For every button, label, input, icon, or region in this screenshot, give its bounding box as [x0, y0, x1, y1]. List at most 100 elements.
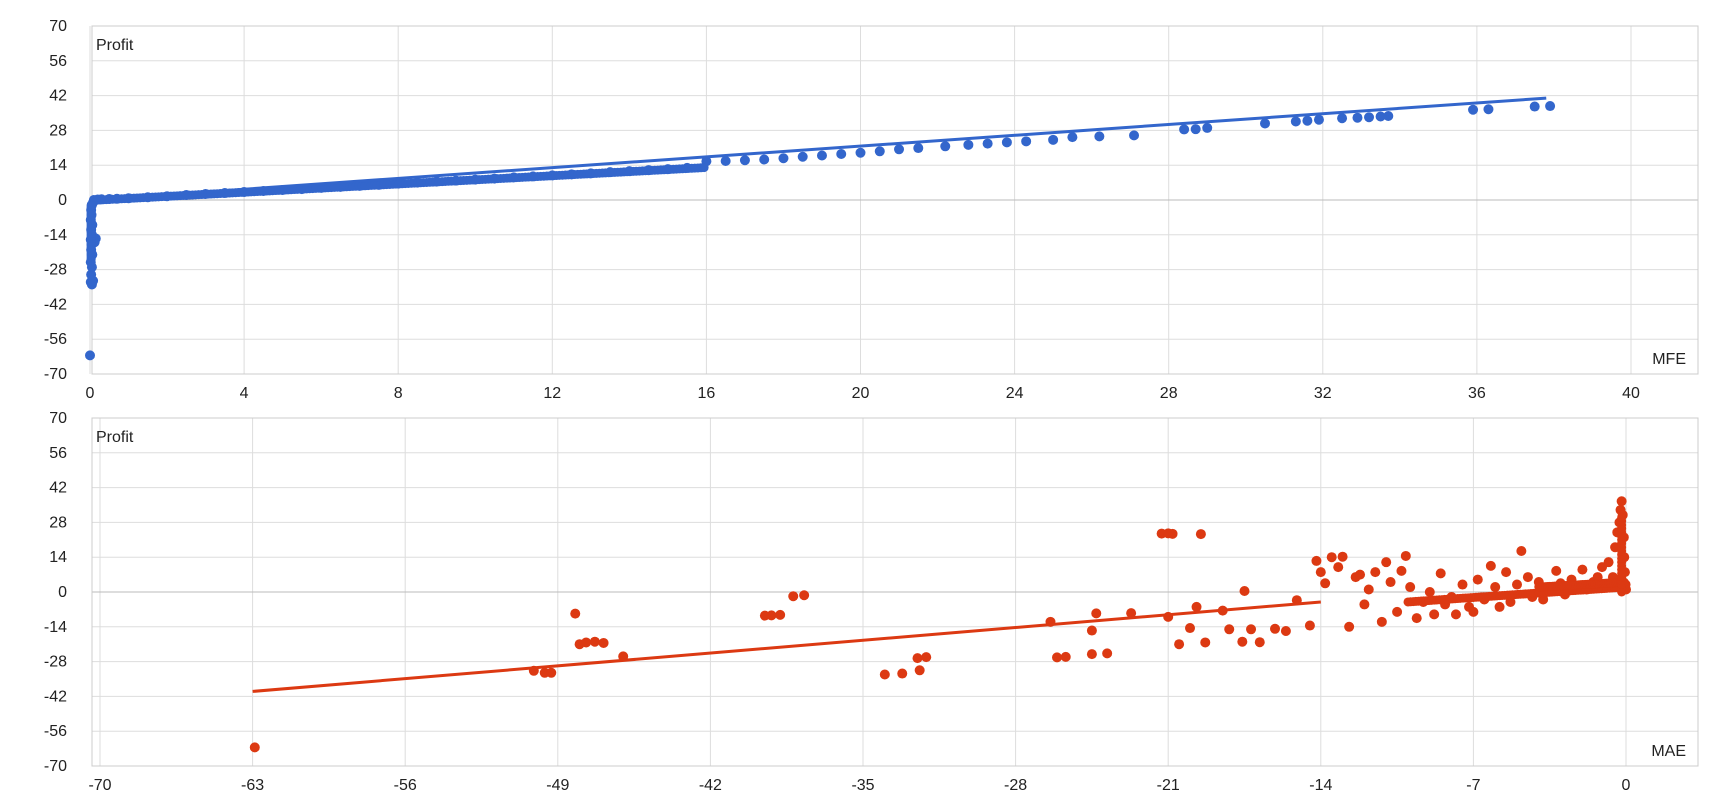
data-point	[86, 269, 97, 280]
data-point	[1311, 555, 1322, 566]
x-tick-label: -7	[1466, 777, 1480, 794]
y-tick-label: 14	[49, 157, 67, 174]
data-point	[759, 154, 770, 165]
data-point	[1086, 649, 1097, 660]
data-point	[855, 147, 866, 158]
y-tick-label: 28	[49, 122, 67, 139]
data-point	[85, 350, 95, 361]
x-tick-label: 40	[1622, 385, 1640, 402]
data-point	[1174, 639, 1185, 650]
y-tick-label: 14	[49, 549, 67, 566]
data-point	[1048, 134, 1059, 145]
data-point	[1483, 104, 1494, 115]
data-point	[816, 150, 827, 161]
data-point	[836, 149, 847, 160]
data-point	[913, 143, 924, 154]
data-point	[1468, 104, 1479, 115]
data-point	[1400, 550, 1411, 561]
data-point	[1102, 648, 1113, 659]
data-point	[720, 155, 731, 166]
data-point	[897, 668, 908, 679]
x-tick-label: 0	[1622, 777, 1631, 794]
x-tick-label: -70	[88, 777, 111, 794]
y-tick-label: -28	[44, 654, 67, 671]
data-point	[1359, 599, 1370, 610]
data-point	[1237, 636, 1248, 647]
data-point	[1224, 624, 1235, 635]
y-tick-label: -42	[44, 688, 67, 705]
x-tick-label: -14	[1309, 777, 1332, 794]
data-point	[1429, 609, 1440, 620]
data-point	[1001, 137, 1012, 148]
data-point	[1179, 124, 1190, 135]
x-tick-label: -21	[1157, 777, 1180, 794]
x-tick-label: -42	[699, 777, 722, 794]
data-point	[766, 610, 777, 621]
data-point	[1494, 601, 1505, 612]
data-point	[581, 637, 592, 648]
data-point	[1375, 111, 1386, 122]
data-point	[1337, 113, 1348, 124]
data-point	[921, 652, 932, 663]
data-point	[1337, 551, 1348, 562]
x-tick-label: -35	[851, 777, 874, 794]
data-point	[894, 144, 905, 155]
data-point	[775, 609, 786, 620]
data-point	[1129, 130, 1140, 141]
x-tick-label: 36	[1468, 385, 1486, 402]
y-tick-label: 0	[58, 192, 67, 209]
chart-1: 70 56 42 28 14 0 -14 -28 -42 -56 -70 0 4 8 12 16 20 24 28 3…	[44, 18, 1699, 402]
data-point	[546, 667, 557, 678]
data-point	[1516, 545, 1527, 556]
data-point	[1067, 132, 1078, 143]
x-tick-label: 8	[394, 385, 403, 402]
data-point	[879, 669, 890, 680]
data-point	[799, 590, 810, 601]
data-point	[1501, 567, 1512, 578]
data-point	[739, 155, 750, 166]
x-tick-label: -49	[546, 777, 569, 794]
data-point	[1254, 637, 1265, 648]
data-point	[1616, 496, 1627, 507]
data-point	[1551, 565, 1562, 576]
data-point	[1344, 621, 1355, 632]
data-point	[1302, 115, 1313, 126]
data-point	[1435, 568, 1446, 579]
data-point	[1468, 606, 1479, 617]
y-tick-label: -14	[44, 227, 67, 244]
x-tick-label: 0	[86, 385, 95, 402]
data-point	[1320, 578, 1331, 589]
data-point	[1545, 101, 1556, 112]
y-tick-label: -70	[44, 758, 67, 775]
data-point	[1381, 557, 1392, 568]
y-tick-label: 0	[58, 584, 67, 601]
y-tick-label: -42	[44, 296, 67, 313]
data-point	[1094, 131, 1105, 142]
x-tick-label: 32	[1314, 385, 1332, 402]
y-axis-label: Profit	[96, 429, 134, 446]
data-point	[1617, 512, 1627, 522]
data-point	[1411, 613, 1422, 624]
y-tick-label: 56	[49, 445, 67, 462]
data-point	[1363, 584, 1374, 595]
data-point	[1086, 625, 1097, 636]
data-point	[699, 163, 709, 173]
y-axis-label: Profit	[96, 37, 134, 54]
data-point	[1200, 637, 1211, 648]
data-point	[1603, 557, 1614, 568]
data-point	[1364, 112, 1375, 123]
data-point	[1490, 582, 1501, 593]
data-point	[1512, 579, 1522, 590]
trendline	[252, 600, 1321, 693]
data-point	[1392, 606, 1403, 617]
data-point	[1185, 623, 1195, 634]
data-point	[1091, 608, 1102, 619]
data-point	[1060, 651, 1071, 662]
data-point	[1396, 565, 1407, 576]
data-point	[598, 637, 609, 648]
trendline	[89, 96, 1547, 202]
data-point	[1385, 577, 1396, 588]
data-point	[1485, 560, 1496, 571]
data-point	[1190, 124, 1201, 135]
data-point	[1260, 118, 1271, 129]
